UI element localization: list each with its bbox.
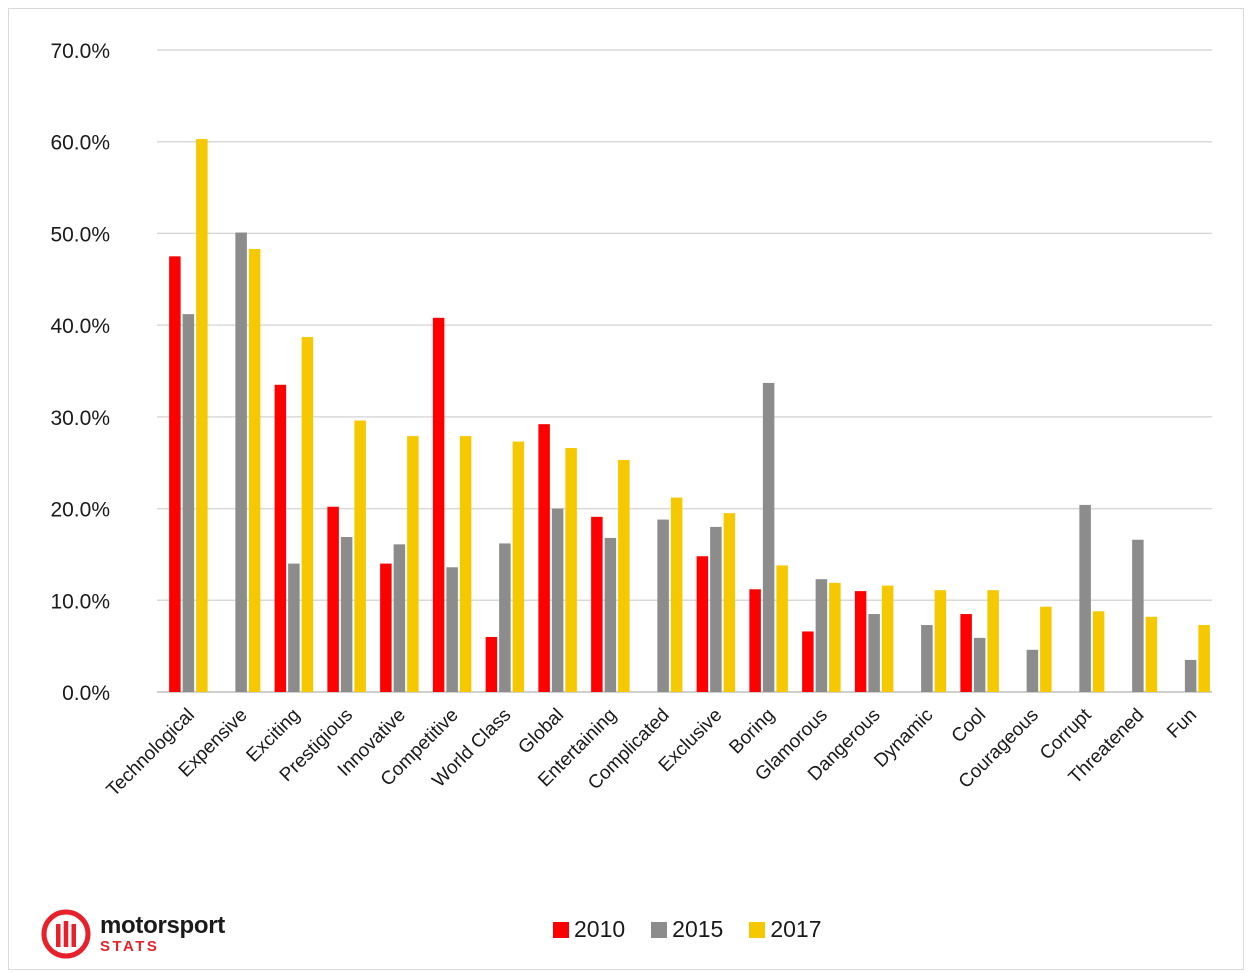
y-tick-label: 10.0% xyxy=(50,590,110,613)
x-axis-labels: TechnologicalExpensiveExcitingPrestigiou… xyxy=(103,704,1202,801)
bar-2010-competitive xyxy=(432,317,445,692)
bar-2017-threatened xyxy=(1145,616,1158,692)
bar-2017-prestigious xyxy=(354,420,366,692)
bar-2015-exciting xyxy=(288,563,300,692)
bar-2010-dangerous xyxy=(854,591,867,692)
y-tick-label: 50.0% xyxy=(50,223,110,246)
bar-2015-glamorous xyxy=(815,579,828,692)
legend-swatch-2015 xyxy=(651,921,668,938)
legend-label-2017: 2017 xyxy=(770,916,822,942)
bar-2015-exclusive xyxy=(710,526,722,692)
legend-label-2015: 2015 xyxy=(672,916,724,942)
y-tick-label: 20.0% xyxy=(50,499,110,522)
bar-2015-threatened xyxy=(1132,539,1144,692)
bar-2010-exciting xyxy=(274,384,287,692)
gridlines xyxy=(157,49,1212,693)
y-tick-label: 70.0% xyxy=(50,40,110,63)
bar-2017-boring xyxy=(776,565,788,692)
bar-2017-dangerous xyxy=(881,585,894,692)
bar-2015-entertaining xyxy=(604,537,617,692)
bar-2010-technological xyxy=(169,256,181,692)
bar-2010-global xyxy=(538,424,550,692)
bar-2015-fun xyxy=(1184,659,1197,692)
y-tick-label: 0.0% xyxy=(62,682,110,705)
bar-2015-dynamic xyxy=(921,625,933,692)
logo-subtext: STATS xyxy=(100,938,160,955)
bar-2017-courageous xyxy=(1040,606,1052,692)
y-tick-label: 40.0% xyxy=(50,315,110,338)
bar-2015-prestigious xyxy=(340,537,353,692)
bar-2017-global xyxy=(565,448,577,692)
bar-2010-cool xyxy=(960,614,972,692)
y-tick-label: 30.0% xyxy=(50,407,110,430)
bars xyxy=(169,138,1210,693)
motorsport-stats-logo: motorsport STATS xyxy=(40,908,225,960)
legend-swatch-2010 xyxy=(553,921,569,938)
bar-2010-prestigious xyxy=(327,506,339,692)
bar-2015-cool xyxy=(973,637,986,692)
x-tick-label: Technological xyxy=(103,705,199,801)
y-axis-labels: 0.0% 10.0% 20.0% 30.0% 40.0% 50.0% 60.0% 70.0% xyxy=(50,40,110,705)
bar-2015-technological xyxy=(182,314,195,692)
bar-2017-cool xyxy=(987,590,999,692)
bar-2017-complicated xyxy=(670,497,683,692)
bar-2010-exclusive xyxy=(696,556,709,692)
bar-2010-glamorous xyxy=(802,631,814,692)
logo-mark-icon xyxy=(41,909,91,959)
y-tick-label: 60.0% xyxy=(50,132,110,155)
bar-2010-boring xyxy=(749,589,761,692)
legend-item-2015: 2015 xyxy=(651,916,723,943)
bar-2015-global xyxy=(551,508,564,692)
x-tick-label: Fun xyxy=(1163,705,1201,743)
bar-2017-entertaining xyxy=(618,459,630,692)
bar-2017-innovative xyxy=(407,436,419,692)
bar-2015-boring xyxy=(762,382,775,692)
bar-2015-courageous xyxy=(1026,649,1039,692)
logo-wordmark: motorsport xyxy=(100,912,225,939)
legend-swatch-2017 xyxy=(749,921,766,938)
bar-2017-glamorous xyxy=(829,582,841,692)
bar-2015-expensive xyxy=(235,232,247,693)
legend-item-2010: 2010 xyxy=(553,916,625,943)
bar-chart: 0.0%10.0%20.0%30.0%40.0%50.0%60.0%70.0% … xyxy=(50,40,1212,801)
bar-2017-corrupt xyxy=(1092,611,1105,692)
bar-2017-world-class xyxy=(512,441,525,692)
bar-2017-exciting xyxy=(301,337,314,692)
bar-2017-expensive xyxy=(248,249,261,692)
bar-2017-competitive xyxy=(459,436,472,692)
legend-item-2017: 2017 xyxy=(749,916,822,943)
bar-2010-innovative xyxy=(380,563,392,692)
x-tick-label: Dynamic xyxy=(870,705,937,772)
x-tick-label: Cool xyxy=(948,705,990,747)
legend-label-2010: 2010 xyxy=(574,916,626,942)
chart-legend: 2010 2015 2017 xyxy=(553,916,848,943)
bar-2017-fun xyxy=(1198,625,1210,692)
bar-2010-entertaining xyxy=(591,516,603,692)
bar-2015-competitive xyxy=(446,567,458,692)
bar-2015-innovative xyxy=(393,544,406,692)
bar-2015-complicated xyxy=(657,519,669,692)
bar-2017-technological xyxy=(196,138,208,692)
bar-2015-dangerous xyxy=(868,614,880,692)
bar-2017-dynamic xyxy=(934,590,947,692)
bar-2015-world-class xyxy=(499,543,511,692)
bar-2017-exclusive xyxy=(723,513,736,692)
bar-2015-corrupt xyxy=(1079,504,1091,692)
bar-2010-world-class xyxy=(485,636,498,692)
